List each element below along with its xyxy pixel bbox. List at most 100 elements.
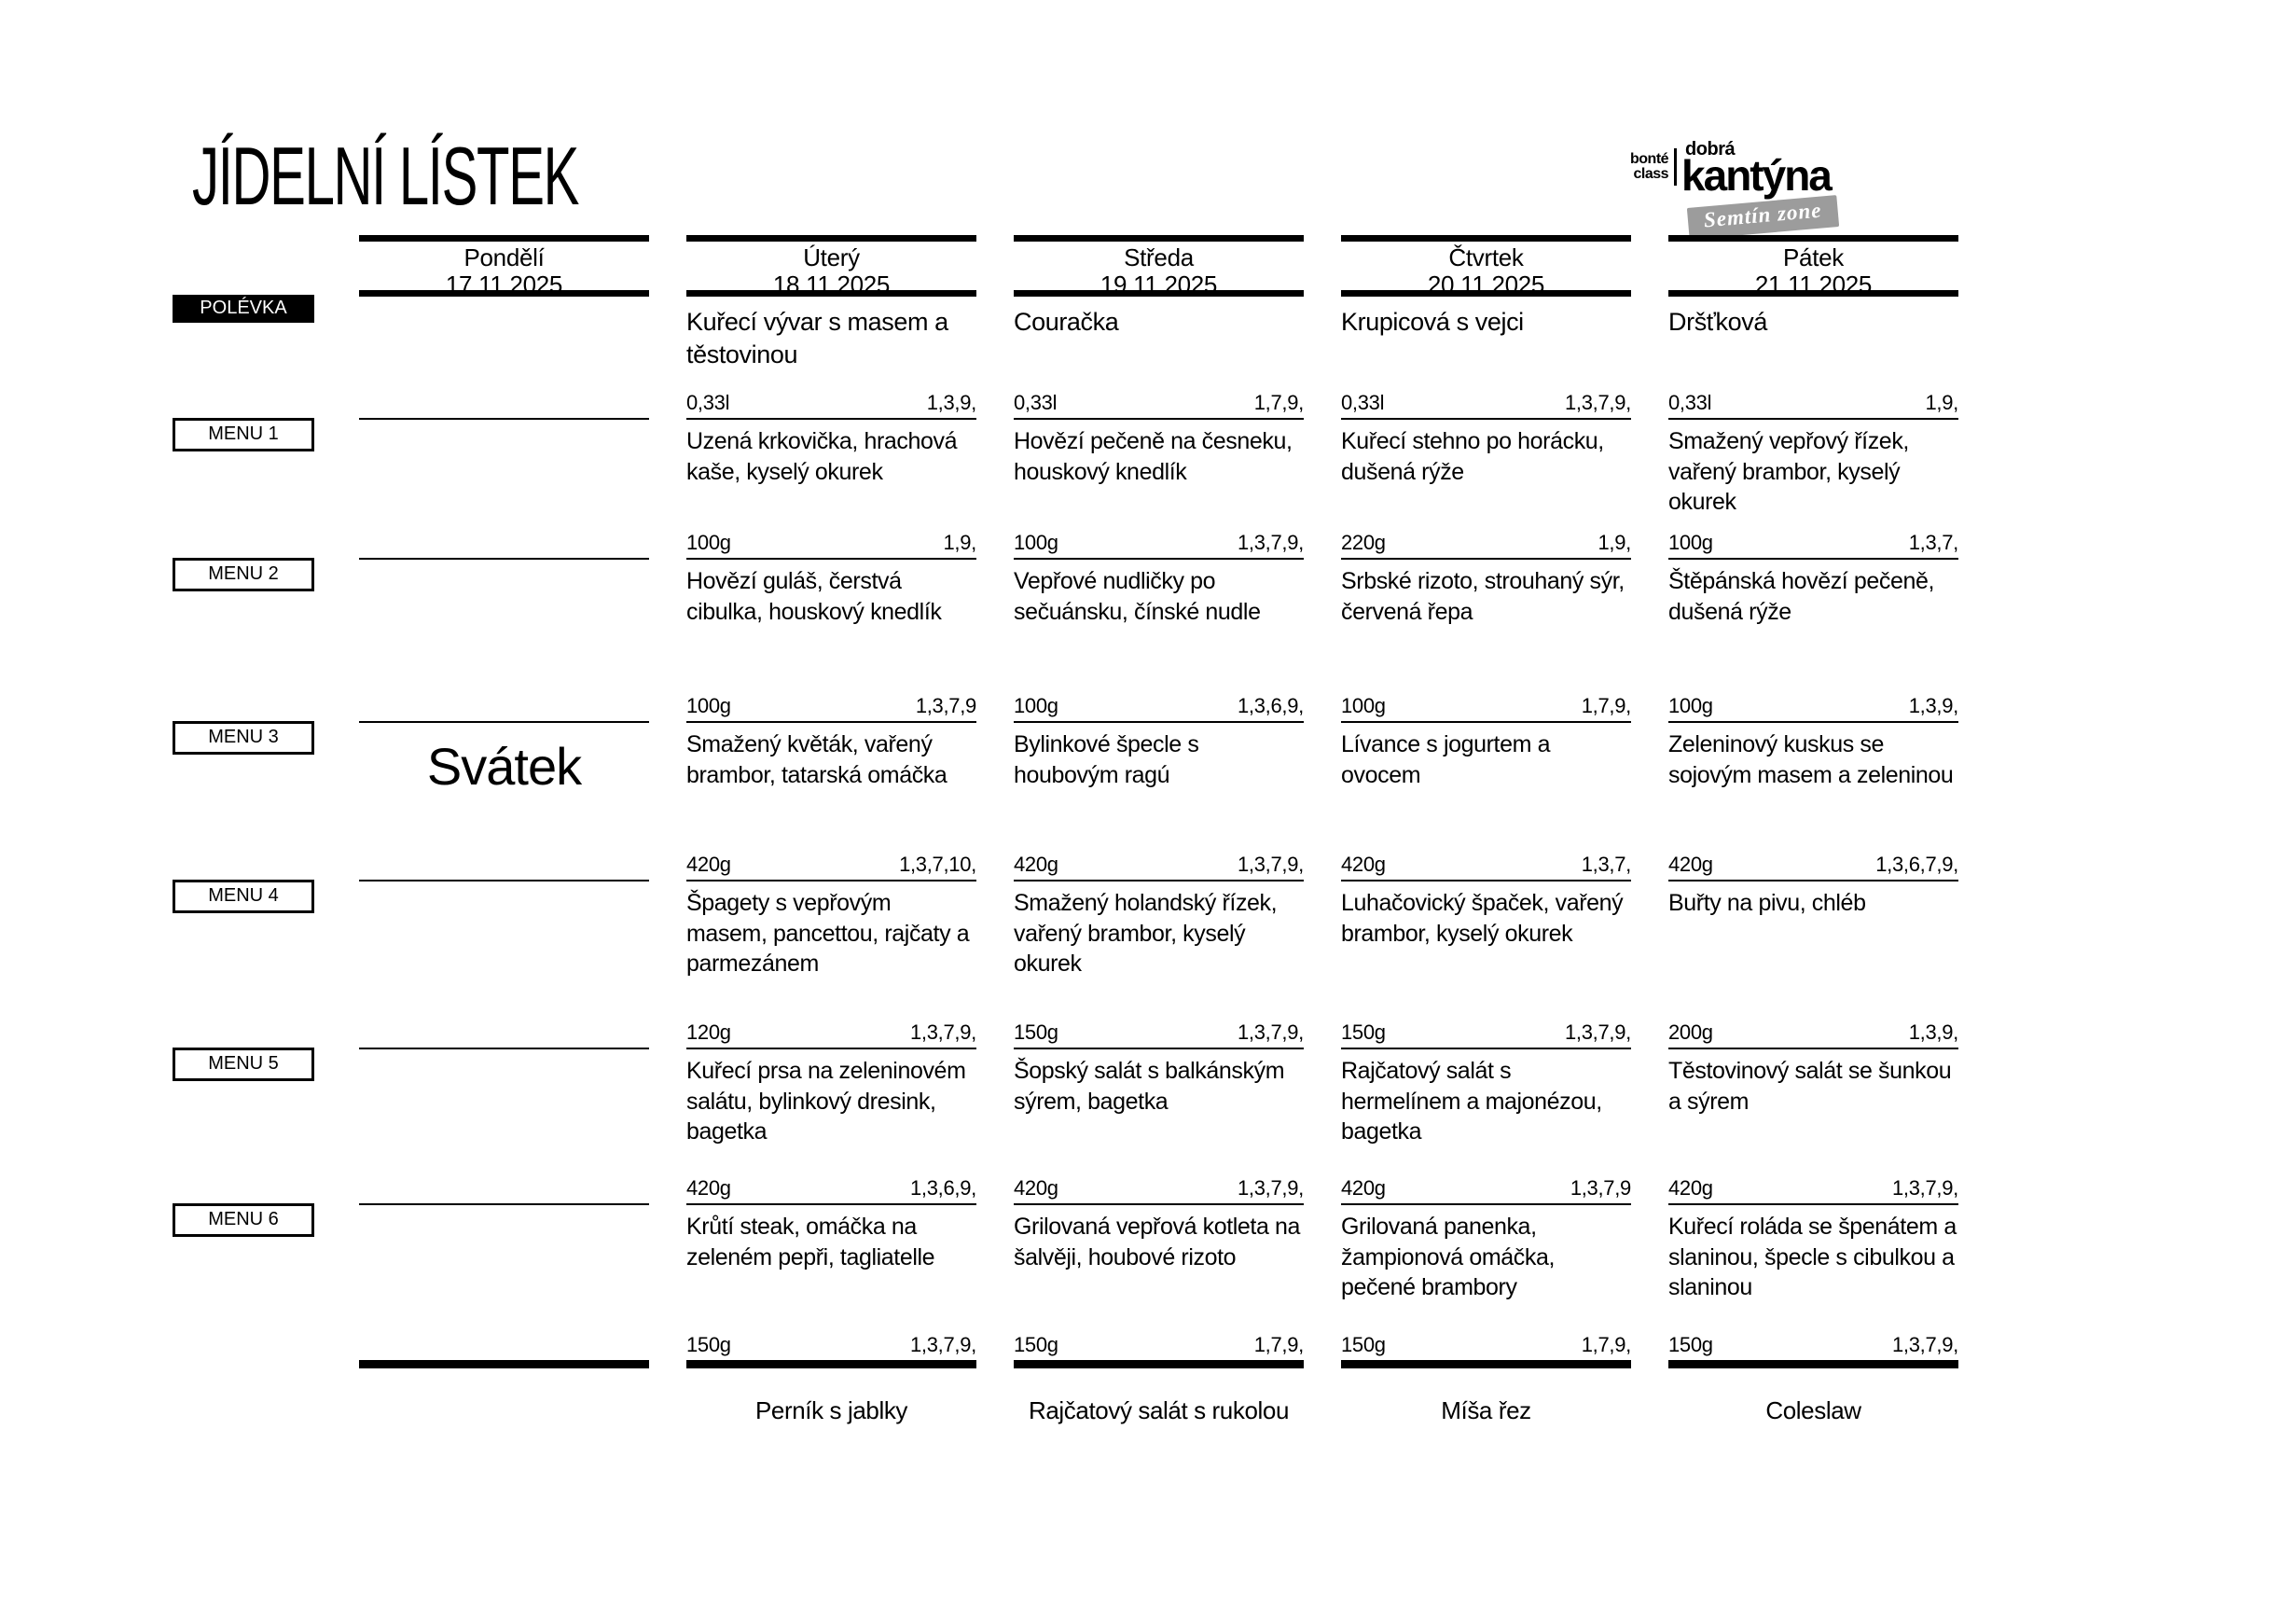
portion-weight: 100g — [1668, 694, 1713, 717]
weight-allergen-row: 100g 1,3,7,9, — [1014, 531, 1304, 555]
portion-weight: 100g — [1341, 694, 1386, 717]
cell-wednesday-dessert: Rajčatový salát s rukolou — [1014, 1368, 1304, 1474]
day-name: Pátek — [1783, 243, 1844, 271]
allergen-codes: 1,3,6,9, — [910, 1176, 976, 1200]
dish-description: Buřty na pivu, chléb — [1668, 890, 1866, 916]
dish-description: Krupicová s vejci — [1341, 308, 1524, 336]
portion-weight: 200g — [1668, 1020, 1713, 1044]
weight-allergen-row: 150g 1,3,7,9, — [1341, 1020, 1631, 1045]
cell-thursday-soup: Krupicová s vejci 0,33l 1,3,7,9, — [1341, 297, 1631, 420]
weight-allergen-row: 100g 1,9, — [686, 531, 976, 555]
allergen-codes: 1,7,9, — [1581, 1333, 1632, 1356]
row-label-menu3-cell: MENU 3 — [173, 721, 322, 881]
dessert-name: Perník s jablky — [754, 1396, 908, 1424]
day-header-thursday: Čtvrtek 20.11.2025 — [1341, 235, 1631, 299]
brand-wordmark: dobrá kantýna — [1681, 139, 1833, 197]
day-header-wednesday: Středa 19.11.2025 — [1014, 235, 1304, 299]
row-label-menu3: MENU 3 — [173, 721, 314, 755]
brand-logo-row: bonté class dobrá kantýna — [1630, 139, 1854, 197]
row-label-soup-cell: POLÉVKA — [173, 295, 322, 420]
allergen-codes: 1,3,7,9 — [1570, 1176, 1631, 1200]
day-date: 19.11.2025 — [1100, 271, 1218, 299]
dessert-name: Míša řez — [1441, 1396, 1531, 1424]
weight-allergen-row: 200g 1,3,9, — [1668, 1020, 1958, 1045]
allergen-codes: 1,3,7,10, — [899, 853, 976, 876]
cell-thursday-menu3: Lívance s jogurtem a ovocem 420g 1,3,7, — [1341, 723, 1631, 881]
row-label-menu1-cell: MENU 1 — [173, 418, 322, 560]
cell-monday-menu1 — [359, 420, 649, 560]
cell-tuesday-menu3: Smažený květák, vařený brambor, tatarská… — [686, 723, 976, 881]
cell-friday-menu1: Smažený vepřový řízek, vařený brambor, k… — [1668, 420, 1958, 560]
cell-thursday-menu2: Srbské rizoto, strouhaný sýr, červená ře… — [1341, 560, 1631, 723]
header-spacer — [173, 235, 322, 297]
portion-weight: 420g — [1668, 1176, 1713, 1200]
allergen-codes: 1,3,6,7,9, — [1875, 853, 1958, 876]
portion-weight: 100g — [1014, 694, 1058, 717]
weight-allergen-row: 420g 1,3,6,7,9, — [1668, 853, 1958, 877]
portion-weight: 150g — [1668, 1333, 1713, 1356]
cell-wednesday-menu2: Vepřové nudličky po sečuánsku, čínské nu… — [1014, 560, 1304, 723]
cell-wednesday-menu6: Grilovaná vepřová kotleta na šalvěji, ho… — [1014, 1205, 1304, 1368]
weight-allergen-row: 150g 1,3,7,9, — [1014, 1020, 1304, 1045]
cell-friday-menu2: Štěpánská hovězí pečeně, dušená rýže 100… — [1668, 560, 1958, 723]
portion-weight: 150g — [1341, 1020, 1386, 1044]
cell-tuesday-menu6: Krůtí steak, omáčka na zeleném pepři, ta… — [686, 1205, 976, 1368]
allergen-codes: 1,9, — [1598, 531, 1632, 554]
cell-tuesday-menu5: Kuřecí prsa na zeleninovém salátu, bylin… — [686, 1049, 976, 1205]
dish-description: Smažený holandský řízek, vařený brambor,… — [1014, 890, 1278, 977]
cell-monday-dessert — [359, 1368, 649, 1474]
allergen-codes: 1,3,7, — [1908, 531, 1959, 554]
portion-weight: 150g — [1014, 1333, 1058, 1356]
dish-description: Bylinkové špecle s houbovým ragú — [1014, 731, 1199, 788]
brand-dobra: dobrá — [1685, 139, 1736, 160]
portion-weight: 420g — [1341, 1176, 1386, 1200]
dish-description: Uzená krkovička, hrachová kaše, kyselý o… — [686, 428, 958, 485]
allergen-codes: 1,3,7,9, — [1565, 391, 1631, 414]
brand-bonte-line2: class — [1633, 165, 1669, 182]
allergen-codes: 1,3,7,9, — [1238, 1020, 1304, 1044]
weight-allergen-row: 0,33l 1,9, — [1668, 391, 1958, 415]
cell-friday-menu6: Kuřecí roláda se špenátem a slaninou, šp… — [1668, 1205, 1958, 1368]
allergen-codes: 1,7,9, — [1253, 391, 1305, 414]
portion-weight: 420g — [1014, 853, 1058, 876]
row-label-soup: POLÉVKA — [173, 295, 314, 323]
day-header-friday: Pátek 21.11.2025 — [1668, 235, 1958, 299]
cell-tuesday-dessert: Perník s jablky — [686, 1368, 976, 1474]
dessert-name — [359, 1368, 649, 1396]
portion-weight: 0,33l — [686, 391, 730, 414]
day-name: Středa — [1124, 243, 1194, 271]
weight-allergen-row: 100g 1,3,7, — [1668, 531, 1958, 555]
allergen-codes: 1,3,7,9, — [1565, 1020, 1631, 1044]
cell-wednesday-menu5: Šopský salát s balkánským sýrem, bagetka… — [1014, 1049, 1304, 1205]
weight-allergen-row: 120g 1,3,7,9, — [686, 1020, 976, 1045]
weight-allergen-row: 100g 1,3,7,9 — [686, 694, 976, 718]
allergen-codes: 1,3,9, — [1908, 1020, 1959, 1044]
day-date: 21.11.2025 — [1754, 271, 1873, 299]
dish-description: Grilovaná panenka, žampionová omáčka, pe… — [1341, 1214, 1556, 1300]
row-label-menu1: MENU 1 — [173, 418, 314, 451]
dish-description: Luhačovický špaček, vařený brambor, kyse… — [1341, 890, 1624, 947]
day-date: 17.11.2025 — [445, 271, 563, 299]
cell-friday-menu4: Buřty na pivu, chléb 200g 1,3,9, — [1668, 881, 1958, 1049]
day-header-tuesday: Úterý 18.11.2025 — [686, 235, 976, 298]
allergen-codes: 1,7,9, — [1581, 694, 1632, 717]
cell-wednesday-soup: Couračka 0,33l 1,7,9, — [1014, 297, 1304, 420]
dish-description — [359, 1205, 649, 1212]
weight-allergen-row: 150g 1,7,9, — [1014, 1333, 1304, 1357]
allergen-codes: 1,3,7, — [1581, 853, 1632, 876]
cell-wednesday-menu4: Smažený holandský řízek, vařený brambor,… — [1014, 881, 1304, 1049]
dish-description: Kuřecí roláda se špenátem a slaninou, šp… — [1668, 1214, 1957, 1300]
weight-allergen-row: 420g 1,3,7,10, — [686, 853, 976, 877]
allergen-codes: 1,3,9, — [1908, 694, 1959, 717]
day-date: 20.11.2025 — [1427, 271, 1545, 299]
dish-description: Dršťková — [1668, 308, 1767, 336]
portion-weight: 150g — [686, 1333, 731, 1356]
row-label-menu4-cell: MENU 4 — [173, 880, 322, 1049]
cell-thursday-dessert: Míša řez — [1341, 1368, 1631, 1474]
cell-monday-menu3: Svátek — [359, 723, 649, 881]
cell-tuesday-menu4: Špagety s vepřovým masem, pancettou, raj… — [686, 881, 976, 1049]
weight-allergen-row: 0,33l 1,7,9, — [1014, 391, 1304, 415]
weight-allergen-row: 420g 1,3,7,9, — [1014, 853, 1304, 877]
brand-bonte-class: bonté class — [1630, 151, 1669, 182]
